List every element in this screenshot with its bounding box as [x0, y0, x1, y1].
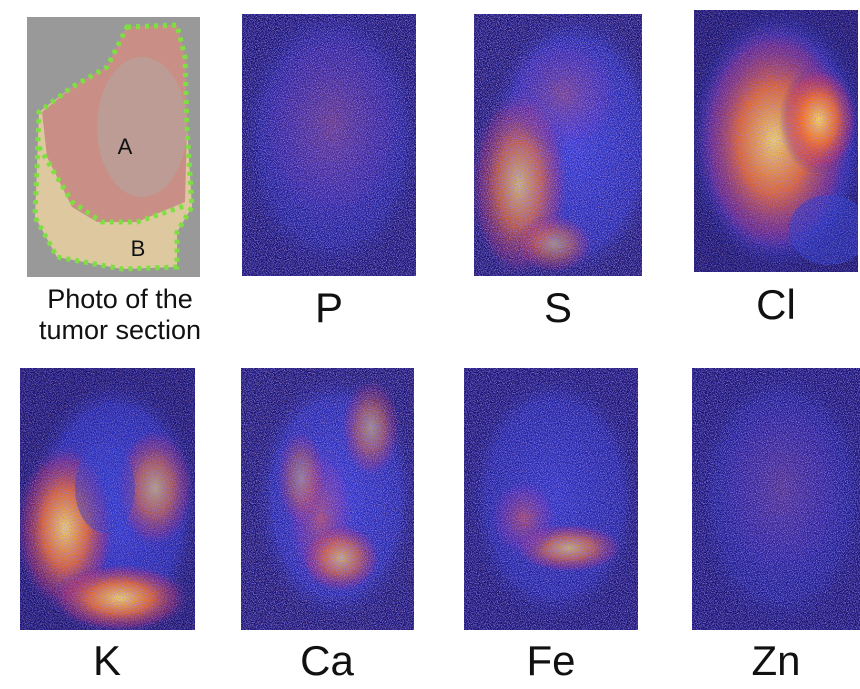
element-map	[241, 368, 414, 630]
region-label: B	[131, 236, 146, 261]
element-label: P	[315, 284, 343, 331]
element-map	[692, 368, 860, 630]
element-label: S	[544, 284, 572, 331]
element-label: Zn	[751, 637, 800, 684]
photo-caption: tumor section	[39, 315, 201, 345]
tumor-photo: A B	[27, 17, 200, 277]
element-map	[242, 14, 416, 276]
element-map	[20, 368, 195, 630]
element-map	[464, 368, 638, 630]
element-label: Cl	[756, 281, 796, 328]
element-map	[694, 10, 858, 272]
element-label: Ca	[300, 637, 354, 684]
region-label: A	[118, 134, 133, 159]
element-map	[474, 14, 642, 276]
element-label: Fe	[526, 637, 575, 684]
photo-caption: Photo of the	[47, 284, 193, 314]
element-label: K	[93, 637, 121, 684]
